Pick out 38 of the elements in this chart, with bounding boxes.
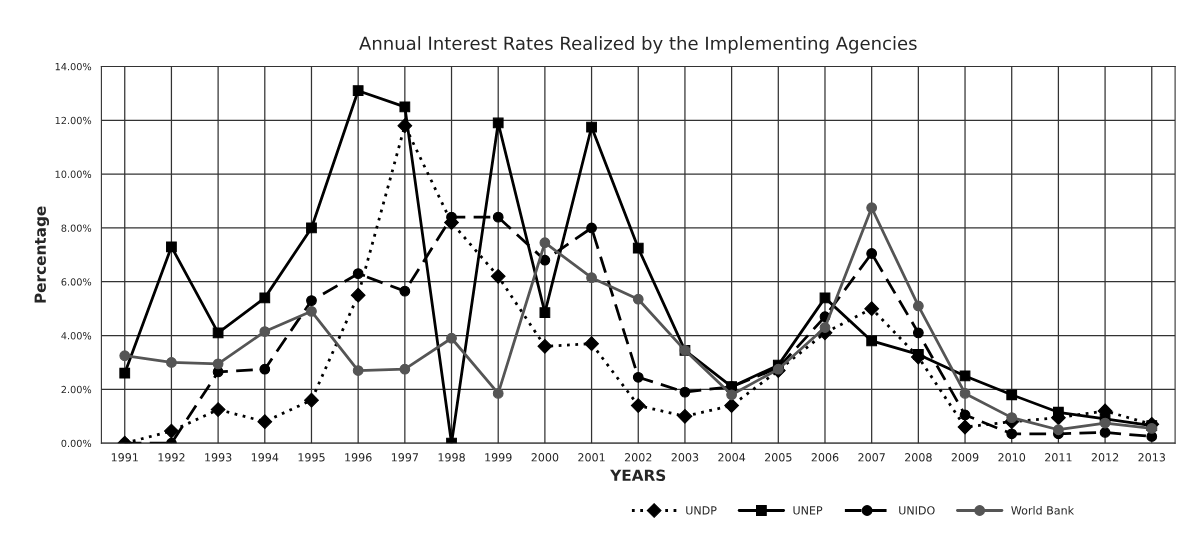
legend-label: World Bank xyxy=(1011,505,1075,515)
y-axis-title: Percentage xyxy=(34,206,50,303)
y-tick-label: 8.00% xyxy=(61,224,92,232)
x-tick-label: 1995 xyxy=(298,453,325,462)
x-tick-label: 2007 xyxy=(858,453,885,462)
chart-title: Annual Interest Rates Realized by the Implementing Agencies xyxy=(359,36,917,54)
x-tick-label: 2013 xyxy=(1138,453,1166,462)
x-tick-label: 2002 xyxy=(624,453,652,462)
x-tick-label: 1996 xyxy=(345,453,372,462)
x-tick-label: 1998 xyxy=(438,453,465,462)
y-tick-label: 0.00% xyxy=(61,439,92,448)
x-tick-label: 2001 xyxy=(578,453,605,462)
x-tick-label: 2000 xyxy=(531,453,559,462)
x-tick-label: 2010 xyxy=(998,453,1026,462)
y-tick-label: 10.00% xyxy=(55,170,92,178)
legend-label: UNDP xyxy=(686,506,717,515)
x-tick-label: 2006 xyxy=(811,453,839,462)
x-tick-label: 1999 xyxy=(485,453,512,462)
x-tick-label: 1993 xyxy=(205,453,232,462)
x-tick-label: 1992 xyxy=(158,453,185,462)
x-tick-label: 2012 xyxy=(1091,453,1119,462)
x-tick-label: 2003 xyxy=(671,453,699,462)
y-tick-label: 14.00% xyxy=(55,62,92,71)
x-tick-label: 1991 xyxy=(111,453,138,462)
legend-label: UNIDO xyxy=(899,506,935,515)
x-tick-label: 2004 xyxy=(718,453,746,462)
legend-label: UNEP xyxy=(793,506,823,515)
y-tick-label: 2.00% xyxy=(61,385,92,394)
x-tick-label: 2009 xyxy=(951,453,979,462)
x-tick-label: 1994 xyxy=(251,453,279,462)
y-tick-label: 4.00% xyxy=(61,332,92,340)
x-tick-label: 2011 xyxy=(1045,453,1072,462)
y-tick-label: 6.00% xyxy=(61,278,92,286)
x-axis-title: YEARS xyxy=(610,469,666,482)
x-tick-label: 1997 xyxy=(391,453,419,462)
y-tick-label: 12.00% xyxy=(55,116,92,125)
x-tick-label: 2005 xyxy=(764,453,792,462)
x-tick-label: 2008 xyxy=(905,453,932,462)
